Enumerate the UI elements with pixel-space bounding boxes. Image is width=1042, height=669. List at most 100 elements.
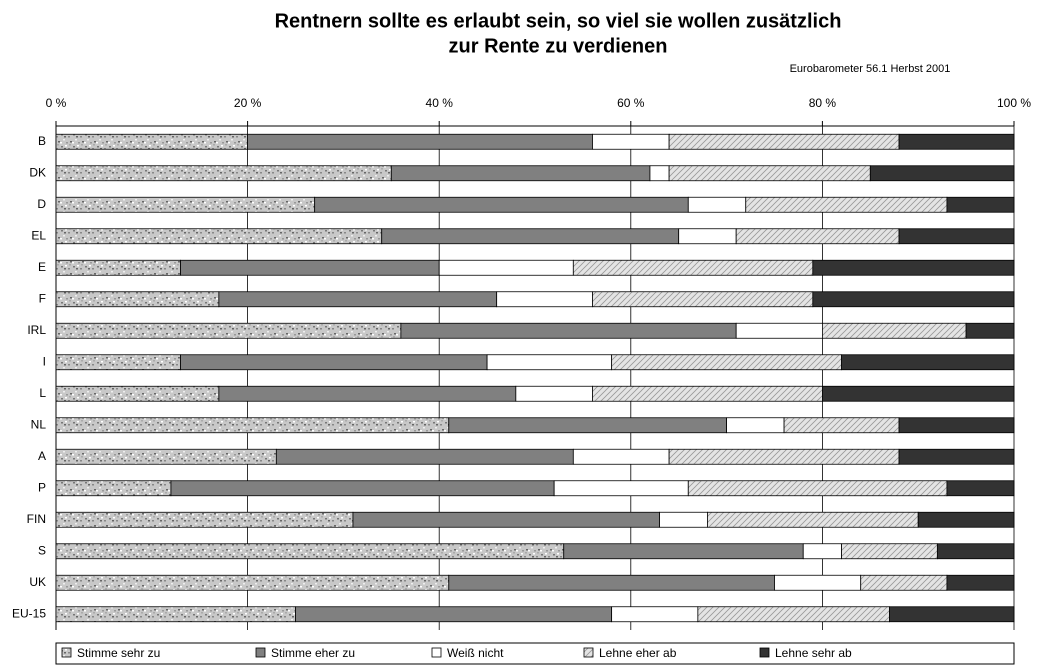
y-tick-label: FIN [27, 512, 46, 526]
bar-segment [735, 322, 823, 339]
bar-segment [649, 165, 670, 182]
bar-segment [55, 259, 181, 276]
legend-swatch [61, 647, 72, 658]
legend-label: Lehne eher ab [599, 646, 677, 660]
bar-segment [218, 291, 498, 308]
bar-segment [812, 259, 1015, 276]
bar-segment [735, 228, 900, 245]
bar-segment [707, 511, 919, 528]
bar-segment [247, 133, 593, 150]
bar-segment [946, 574, 1015, 591]
bar-segment [496, 291, 593, 308]
legend-swatch [583, 647, 594, 658]
bar-segment [946, 196, 1015, 213]
bar-segment [381, 228, 680, 245]
annotation: Eurobarometer 56.1 Herbst 2001 [790, 63, 951, 75]
legend-swatch [759, 647, 770, 658]
bar-segment [180, 259, 440, 276]
bar-segment [726, 417, 785, 434]
chart-title: Rentnern sollte es erlaubt sein, so viel… [275, 10, 842, 32]
bar-segment [889, 606, 1015, 623]
bar-segment [611, 606, 699, 623]
y-tick-label: NL [31, 417, 47, 431]
y-tick-label: IRL [27, 323, 46, 337]
bar-segment [802, 543, 842, 560]
bar-segment [592, 291, 814, 308]
bar-segment [55, 228, 383, 245]
bar-segment [55, 354, 181, 371]
bar-segment [180, 354, 488, 371]
bar-segment [295, 606, 613, 623]
bar-segment [572, 259, 814, 276]
legend-swatch [255, 647, 266, 658]
bar-segment [860, 574, 948, 591]
y-tick-label: B [38, 134, 46, 148]
y-tick-label: A [38, 449, 46, 463]
bar-segment [783, 417, 900, 434]
y-tick-label: P [38, 480, 46, 494]
bar-segment [687, 196, 747, 213]
bar-segment [55, 574, 450, 591]
bar-segment [55, 511, 354, 528]
y-tick-label: UK [29, 575, 46, 589]
bar-segment [55, 133, 249, 150]
legend-label: Stimme sehr zu [77, 646, 160, 660]
y-tick-label: S [38, 543, 46, 557]
bar-segment [55, 165, 392, 182]
bar-segment [668, 448, 900, 465]
bar-segment [869, 165, 1015, 182]
bar-segment [611, 354, 842, 371]
bar-segment [841, 543, 938, 560]
bar-segment [668, 133, 900, 150]
bar-segment [678, 228, 737, 245]
x-tick-label: 100 % [997, 96, 1031, 110]
bar-segment [946, 480, 1015, 497]
bar-segment [352, 511, 660, 528]
chart-title: zur Rente zu verdienen [449, 35, 668, 57]
bar-segment [55, 291, 220, 308]
bar-segment [448, 574, 775, 591]
bar-segment [659, 511, 708, 528]
bar-segment [55, 322, 402, 339]
y-tick-label: EL [31, 228, 46, 242]
bar-segment [55, 606, 296, 623]
bar-segment [687, 480, 948, 497]
bar-segment [515, 385, 593, 402]
bar-segment [170, 480, 555, 497]
bar-segment [592, 133, 670, 150]
bar-segment [486, 354, 613, 371]
bar-segment [55, 417, 450, 434]
bar-segment [553, 480, 689, 497]
x-tick-label: 80 % [809, 96, 837, 110]
x-tick-label: 0 % [46, 96, 67, 110]
bar-segment [275, 448, 574, 465]
x-tick-label: 20 % [234, 96, 262, 110]
y-tick-label: EU-15 [12, 606, 46, 620]
y-tick-label: DK [29, 165, 46, 179]
bar-segment [841, 354, 1015, 371]
bar-segment [448, 417, 728, 434]
bar-segment [745, 196, 948, 213]
legend-swatch [431, 647, 442, 658]
bar-segment [965, 322, 1015, 339]
legend-label: Lehne sehr ab [775, 646, 852, 660]
bar-segment [697, 606, 890, 623]
bar-segment [218, 385, 517, 402]
bar-segment [55, 480, 172, 497]
bar-segment [936, 543, 1015, 560]
bar-segment [917, 511, 1015, 528]
bar-segment [314, 196, 689, 213]
bar-segment [390, 165, 651, 182]
bar-segment [400, 322, 737, 339]
bar-segment [592, 385, 823, 402]
y-tick-label: I [43, 354, 46, 368]
x-tick-label: 60 % [617, 96, 645, 110]
bar-segment [812, 291, 1015, 308]
bar-segment [774, 574, 862, 591]
bar-segment [438, 259, 574, 276]
bar-segment [55, 385, 220, 402]
bar-segment [55, 448, 277, 465]
bar-segment [668, 165, 871, 182]
bar-segment [572, 448, 670, 465]
